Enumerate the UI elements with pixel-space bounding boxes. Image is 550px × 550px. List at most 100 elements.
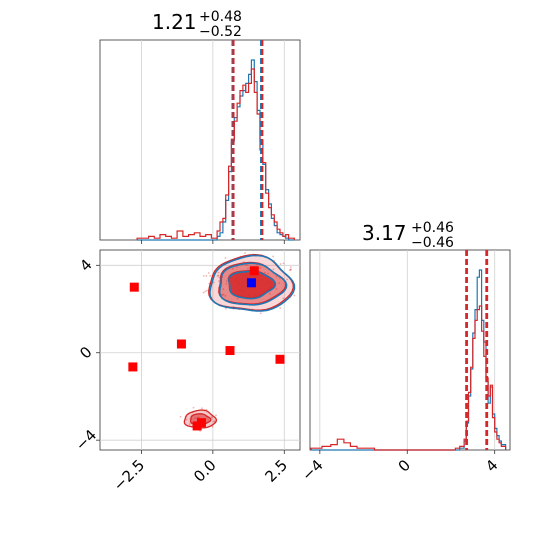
sample-point <box>264 271 266 274</box>
sample-point <box>208 282 211 285</box>
sample-point <box>290 266 292 269</box>
sample-point <box>293 294 296 297</box>
sample-point <box>259 293 262 295</box>
sample-point <box>207 272 210 274</box>
tick-label-p2-x: 0 <box>395 456 414 475</box>
sample-point <box>191 415 194 417</box>
sample-point <box>197 416 200 419</box>
sample-point <box>225 282 228 285</box>
sample-point <box>242 261 245 264</box>
sample-point <box>279 307 281 309</box>
tick-label-joint-x: −2.5 <box>110 456 148 494</box>
hist-blue-param1 <box>137 59 295 241</box>
sample-point <box>232 306 235 308</box>
sample-point <box>224 307 227 310</box>
red-marker <box>192 421 202 431</box>
sample-point <box>189 417 191 420</box>
marker-layer <box>128 266 285 431</box>
sample-point <box>251 308 254 311</box>
sample-point <box>221 293 224 296</box>
sample-point <box>241 290 244 293</box>
sample-point <box>272 296 275 299</box>
title-param2-value: 3.17 <box>362 221 407 245</box>
sample-point <box>231 301 233 304</box>
sample-point <box>206 415 208 418</box>
sample-point <box>210 415 213 418</box>
sample-point <box>193 417 196 419</box>
sample-point <box>278 276 281 279</box>
sample-point <box>282 262 285 265</box>
title-param2: 3.17 +0.46 −0.46 <box>362 220 454 251</box>
grid-layer <box>100 40 496 450</box>
hist-blue-param2 <box>311 269 507 451</box>
red-marker <box>249 266 259 276</box>
red-marker <box>176 339 186 349</box>
sample-point <box>222 293 225 296</box>
sample-point <box>275 287 278 290</box>
sample-point <box>225 280 228 282</box>
title-param1-value: 1.21 <box>152 10 197 34</box>
title-param1-sup: +0.48 <box>199 9 242 25</box>
sample-point <box>238 289 241 292</box>
sample-point <box>290 268 292 271</box>
sample-point <box>203 409 206 412</box>
sample-point <box>232 307 235 310</box>
sample-point <box>192 406 195 409</box>
sample-point <box>248 294 251 297</box>
title-param2-sub: −0.46 <box>411 235 454 251</box>
sample-point <box>235 277 238 279</box>
sample-point <box>254 254 257 257</box>
sample-point <box>238 282 240 285</box>
sample-point <box>286 278 288 281</box>
sample-point <box>241 284 244 287</box>
panel-param2-marginal <box>309 249 511 451</box>
sample-point <box>235 280 238 282</box>
sample-point <box>253 294 256 297</box>
sample-point <box>224 257 227 259</box>
sample-point <box>205 274 208 277</box>
sample-point <box>236 266 238 268</box>
contour-main-blue-level-0 <box>209 254 296 312</box>
sample-point <box>267 281 270 283</box>
sample-point <box>253 276 256 279</box>
sample-point <box>272 255 275 258</box>
contour-layer <box>179 252 296 432</box>
sample-point <box>236 297 239 300</box>
sample-point <box>209 274 212 277</box>
red-marker <box>275 354 285 364</box>
sample-point <box>200 407 203 410</box>
sample-point <box>212 281 215 284</box>
sample-point <box>206 289 208 292</box>
sample-point <box>188 423 191 426</box>
sample-point <box>185 418 188 421</box>
tick-label-joint-y: 4 <box>76 256 95 275</box>
title-param2-sup: +0.46 <box>411 220 454 236</box>
sample-point <box>217 271 220 274</box>
sample-point <box>213 420 216 422</box>
tick-label-joint-y: 0 <box>76 343 95 362</box>
sample-point <box>282 297 285 300</box>
sample-point <box>216 275 219 277</box>
tick-label-p2-x: −4 <box>298 456 326 484</box>
sample-point <box>202 274 205 277</box>
title-param1: 1.21 +0.48 −0.52 <box>152 9 242 40</box>
sample-point <box>217 291 220 293</box>
sample-point <box>275 275 278 278</box>
sample-point <box>224 295 227 297</box>
hist-red-param2 <box>310 305 507 451</box>
sample-point <box>238 308 241 311</box>
sample-point <box>289 269 292 271</box>
sample-point <box>210 424 213 427</box>
sample-point <box>239 255 242 258</box>
panel-param1-marginal <box>99 39 301 241</box>
red-marker <box>128 362 138 372</box>
sample-point <box>191 411 194 414</box>
tick-label-joint-x: 2.5 <box>262 456 292 486</box>
sample-point <box>204 290 207 293</box>
sample-point <box>278 282 281 284</box>
sample-point <box>218 280 220 282</box>
sample-point <box>217 274 220 277</box>
sample-point <box>211 416 214 419</box>
contour-main-blue-level-1 <box>218 262 288 306</box>
sample-point <box>218 286 220 289</box>
